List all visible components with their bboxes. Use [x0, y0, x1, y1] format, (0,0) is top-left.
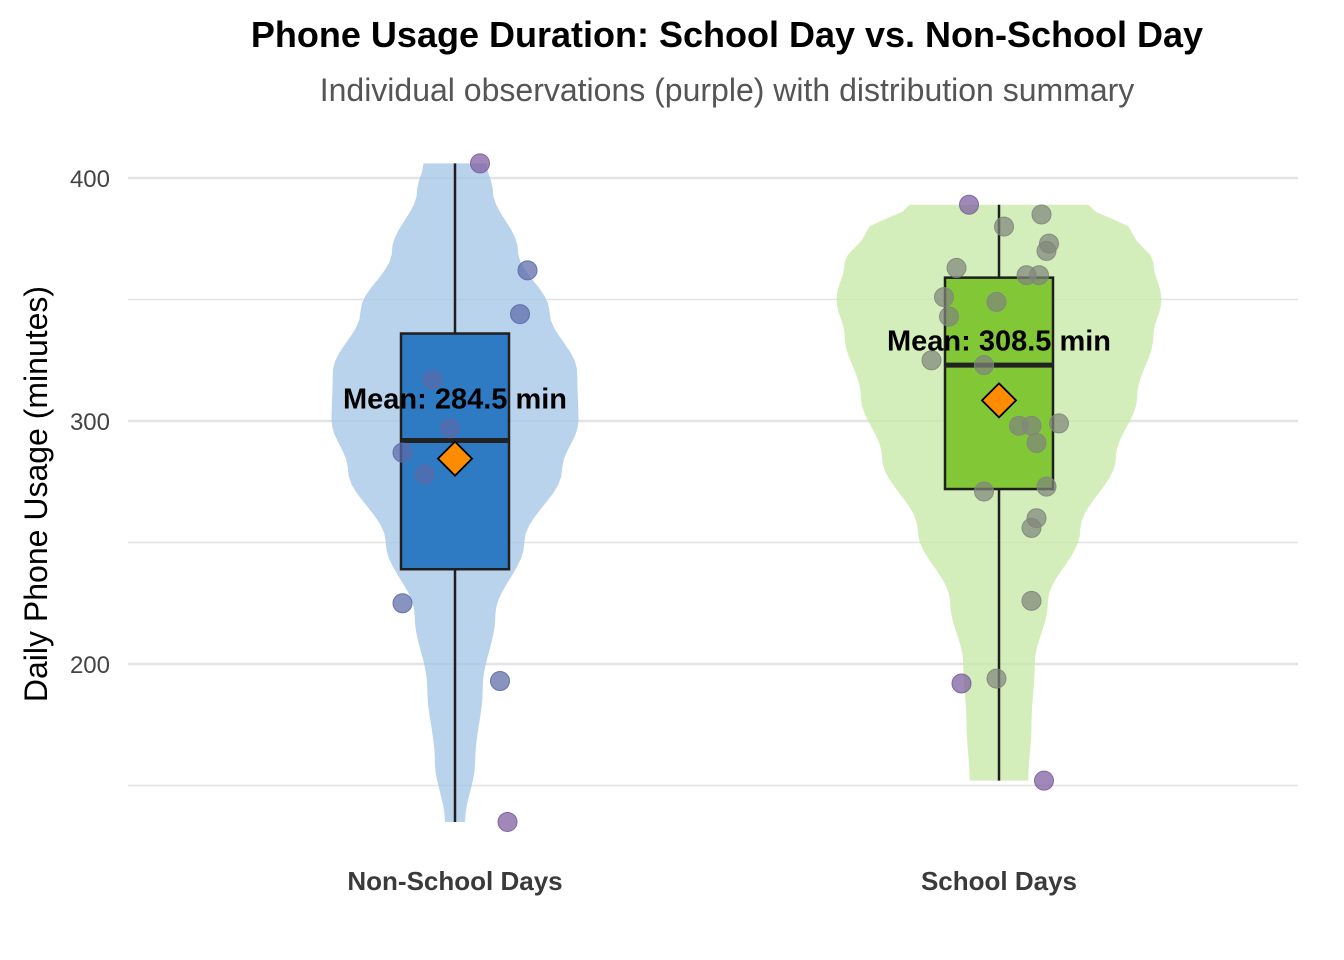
observation-point: [951, 673, 972, 694]
observation-point: [415, 464, 435, 485]
y-tick-label: 400: [70, 166, 110, 193]
chart-title: Phone Usage Duration: School Day vs. Non…: [250, 14, 1204, 55]
observation-point: [939, 306, 959, 327]
observation-point: [959, 194, 979, 215]
observation-point: [1031, 204, 1052, 225]
observation-point: [1021, 517, 1042, 538]
observation-point: [974, 481, 994, 502]
observation-point: [440, 418, 460, 439]
observation-point: [497, 811, 518, 832]
observation-point: [1021, 415, 1042, 436]
mean-marker: [980, 382, 1018, 419]
observation-points: [392, 153, 1069, 832]
observation-point: [392, 442, 413, 463]
observation-point: [422, 369, 443, 390]
observation-point: [1034, 770, 1054, 791]
mean-marker: [436, 440, 474, 477]
mean-markers: Mean: 284.5 min Mean: 308.5 min: [343, 325, 1111, 477]
observation-point: [490, 671, 510, 692]
observation-point: [921, 350, 942, 371]
observation-point: [1029, 265, 1049, 286]
mean-label: Mean: 308.5 min: [887, 325, 1111, 357]
mean-label: Mean: 284.5 min: [343, 384, 567, 416]
observation-point: [986, 291, 1007, 312]
observation-point: [1049, 413, 1069, 434]
y-tick-label: 200: [70, 652, 110, 679]
observation-point: [934, 287, 954, 308]
observation-point: [510, 304, 530, 325]
observation-point: [517, 260, 538, 281]
observation-point: [1021, 590, 1042, 611]
observation-point: [1036, 240, 1057, 261]
observation-point: [994, 216, 1014, 237]
observation-point: [974, 355, 994, 376]
axes: 200 300 400 Non-School Days School Days: [70, 166, 1077, 896]
y-axis-label: Daily Phone Usage (minutes): [18, 286, 54, 702]
observation-point: [1036, 476, 1057, 497]
observation-point: [946, 257, 967, 278]
observation-point: [470, 153, 490, 174]
x-category-label: Non-School Days: [347, 866, 562, 896]
chart-subtitle: Individual observations (purple) with di…: [319, 72, 1135, 108]
observation-point: [986, 668, 1007, 689]
x-category-label: School Days: [921, 866, 1077, 896]
observation-point: [392, 593, 413, 614]
y-tick-label: 300: [70, 409, 110, 436]
observation-point: [1026, 432, 1047, 453]
